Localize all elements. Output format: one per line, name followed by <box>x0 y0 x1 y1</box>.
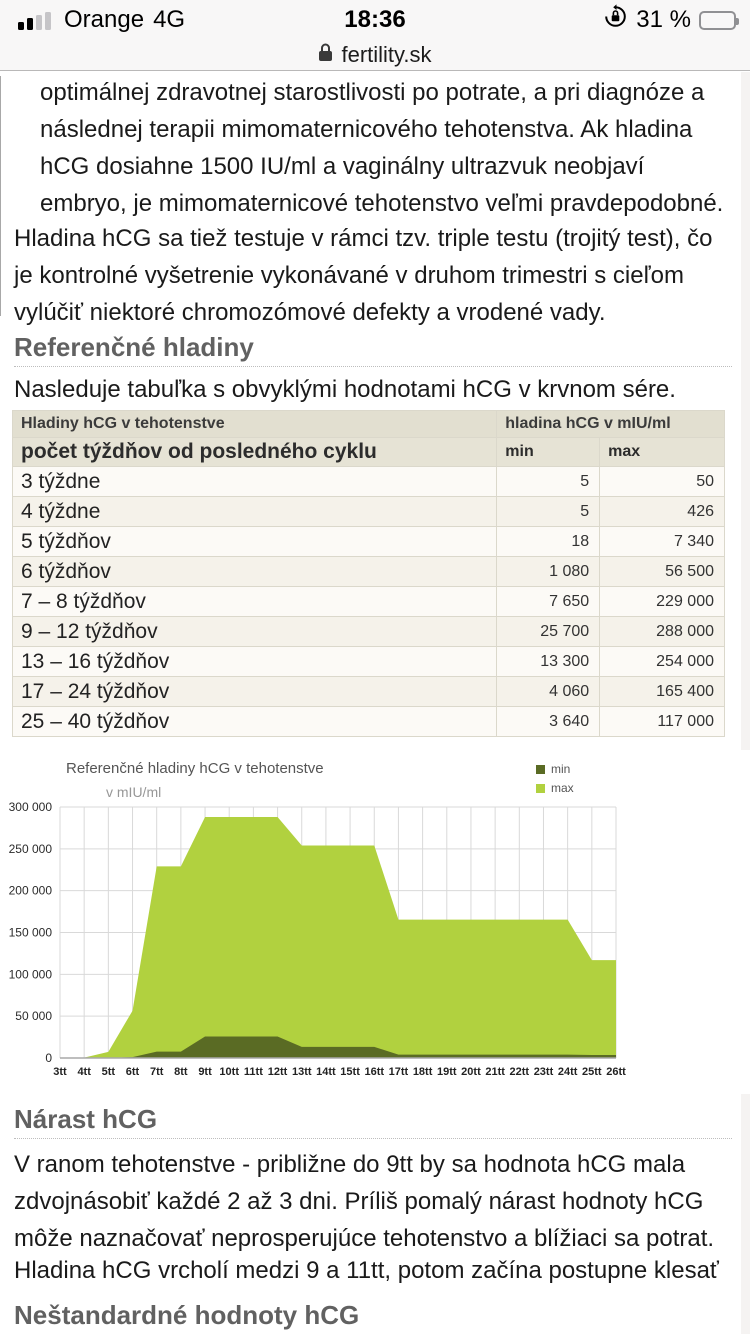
table-row: 9 – 12 týždňov 25 700 288 000 <box>11 616 725 647</box>
heading-narast-hcg: Nárast hCG <box>14 1106 732 1139</box>
svg-text:5tt: 5tt <box>102 1066 116 1078</box>
svg-text:150 000: 150 000 <box>9 926 53 940</box>
hcg-area-chart: Referenčné hladiny hCG v tehotenstve v m… <box>0 750 750 1094</box>
legend-swatch-max <box>536 783 545 793</box>
url-domain: fertility.sk <box>341 42 432 67</box>
svg-text:19tt: 19tt <box>437 1066 457 1078</box>
table-row: 13 – 16 týždňov 13 300 254 000 <box>11 646 725 677</box>
svg-text:17tt: 17tt <box>389 1066 409 1078</box>
chart-title: Referenčné hladiny hCG v tehotenstve <box>66 760 324 777</box>
table-row: 5 týždňov 18 7 340 <box>11 526 725 557</box>
svg-text:50 000: 50 000 <box>15 1009 52 1023</box>
battery-icon <box>699 10 739 30</box>
svg-text:24tt: 24tt <box>558 1066 578 1078</box>
svg-text:4tt: 4tt <box>77 1066 91 1078</box>
legend-item-min: min <box>536 762 574 776</box>
table-header-title: Hladiny hCG v tehotenstve <box>11 410 498 438</box>
url-bar[interactable]: fertility.sk <box>0 40 750 70</box>
table-row: 3 týždne 5 50 <box>11 466 725 497</box>
svg-text:12tt: 12tt <box>268 1066 288 1078</box>
chart-plot-area: 0 50 000 100 000 150 000 200 000 250 000 300 0… <box>9 800 627 1078</box>
svg-text:23tt: 23tt <box>534 1066 554 1078</box>
svg-text:16tt: 16tt <box>364 1066 384 1078</box>
heading-nonstandard-hcg: Neštandardné hodnoty hCG <box>14 1302 732 1334</box>
svg-text:20tt: 20tt <box>461 1066 481 1078</box>
paragraph-ectopic: optimálnej zdravotnej starostlivosti po … <box>40 79 724 217</box>
table-row: 4 týždne 5 426 <box>11 496 725 527</box>
hcg-reference-table: Hladiny hCG v tehotenstve hladina hCG v … <box>11 410 725 737</box>
legend-item-max: max <box>536 781 574 795</box>
svg-text:26tt: 26tt <box>606 1066 626 1078</box>
svg-text:14tt: 14tt <box>316 1066 336 1078</box>
column-header-min: min <box>496 437 601 467</box>
svg-text:8tt: 8tt <box>174 1066 188 1078</box>
clock: 18:36 <box>344 6 406 33</box>
signal-strength-icon <box>18 10 51 30</box>
svg-text:22tt: 22tt <box>510 1066 530 1078</box>
svg-text:25tt: 25tt <box>582 1066 602 1078</box>
svg-text:3tt: 3tt <box>53 1066 67 1078</box>
svg-text:11tt: 11tt <box>244 1066 263 1078</box>
orientation-lock-icon <box>603 4 628 36</box>
status-bar: Orange 4G 18:36 31 % <box>0 0 750 40</box>
table-row: 25 – 40 týždňov 3 640 117 000 <box>11 706 725 737</box>
https-padlock-icon <box>318 42 333 68</box>
svg-text:7tt: 7tt <box>150 1066 164 1078</box>
svg-text:6tt: 6tt <box>126 1066 140 1078</box>
svg-text:9tt: 9tt <box>198 1066 212 1078</box>
column-header-max: max <box>599 437 725 467</box>
svg-text:250 000: 250 000 <box>9 842 53 856</box>
chart-legend: min max <box>536 762 574 795</box>
svg-text:21tt: 21tt <box>485 1066 505 1078</box>
table-row: 7 – 8 týždňov 7 650 229 000 <box>11 586 725 617</box>
column-header-weeks: počet týždňov od posledného cyklu <box>11 437 498 467</box>
browser-chrome: Orange 4G 18:36 31 % <box>0 0 750 71</box>
legend-swatch-min <box>536 764 545 774</box>
table-header-row-1: Hladiny hCG v tehotenstve hladina hCG v … <box>11 410 725 438</box>
chart-subtitle: v mIU/ml <box>106 784 162 800</box>
table-row: 6 týždňov 1 080 56 500 <box>11 556 725 587</box>
paragraph-peak: Hladina hCG vrcholí medzi 9 a 11tt, poto… <box>14 1257 719 1284</box>
carrier-label: Orange <box>64 6 145 33</box>
battery-percent-label: 31 % <box>636 6 691 33</box>
scrollbar-track[interactable] <box>741 72 750 1334</box>
table-row: 17 – 24 týždňov 4 060 165 400 <box>11 676 725 707</box>
svg-text:100 000: 100 000 <box>9 967 53 981</box>
svg-text:10tt: 10tt <box>219 1066 239 1078</box>
network-type-label: 4G <box>153 6 186 33</box>
svg-text:300 000: 300 000 <box>9 800 53 814</box>
paragraph-doubling: V ranom tehotenstve - približne do 9tt b… <box>14 1151 715 1252</box>
paragraph-triple-test: Hladina hCG sa tiež testuje v rámci tzv.… <box>14 225 713 326</box>
svg-text:200 000: 200 000 <box>9 884 53 898</box>
heading-reference-levels: Referenčné hladiny <box>14 334 732 367</box>
page-left-border <box>0 76 1 316</box>
svg-text:13tt: 13tt <box>292 1066 312 1078</box>
svg-text:0: 0 <box>45 1051 52 1065</box>
svg-text:18tt: 18tt <box>413 1066 433 1078</box>
table-header-row-2: počet týždňov od posledného cyklu min ma… <box>11 437 725 467</box>
table-header-units: hladina hCG v mIU/ml <box>496 410 725 438</box>
paragraph-table-intro: Nasleduje tabuľka s obvyklými hodnotami … <box>14 376 676 403</box>
svg-text:15tt: 15tt <box>340 1066 360 1078</box>
